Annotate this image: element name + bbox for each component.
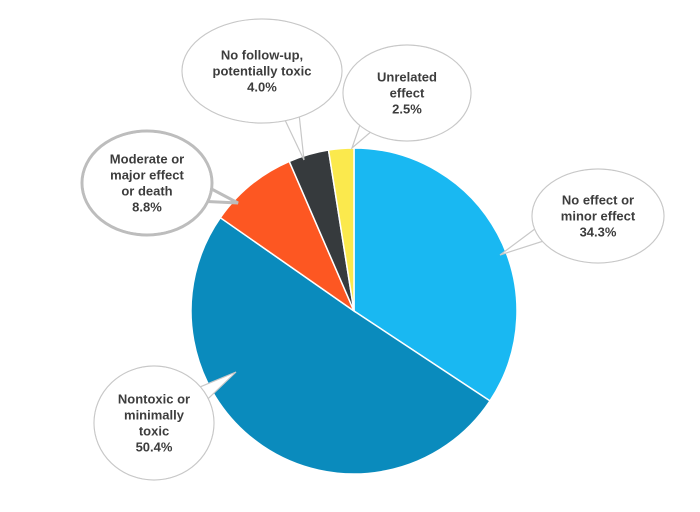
slice-category-label-1: Nontoxic or [118,392,190,407]
slice-value-label-2: 8.8% [132,200,162,215]
callout-fill-3 [182,19,342,123]
callout-fill-0 [532,169,664,263]
slice-category-label-2: or death [121,184,172,199]
slice-category-label-0: No effect or [562,193,634,208]
slice-value-label-3: 4.0% [247,80,277,95]
slice-category-label-4: Unrelated [377,70,437,85]
callout-fill-2 [83,132,211,234]
pie-slice-1 [190,216,491,475]
slice-value-label-4: 2.5% [392,102,422,117]
pie-slices [190,147,518,475]
slice-value-label-1: 50.4% [136,440,173,455]
slice-category-label-4: effect [390,86,425,101]
slice-value-label-0: 34.3% [580,225,617,240]
slice-category-label-0: minor effect [561,209,636,224]
slice-category-label-2: major effect [110,168,184,183]
callout-fill-1 [94,366,214,480]
slice-category-label-1: toxic [139,424,169,439]
slice-category-label-3: potentially toxic [213,64,312,79]
slice-category-label-2: Moderate or [110,152,184,167]
pie-slice-2 [219,160,356,314]
pie-slice-4 [327,147,355,312]
slice-category-label-3: No follow-up, [221,48,303,63]
slice-category-label-1: minimally [124,408,185,423]
callout-fill-4 [343,45,471,141]
